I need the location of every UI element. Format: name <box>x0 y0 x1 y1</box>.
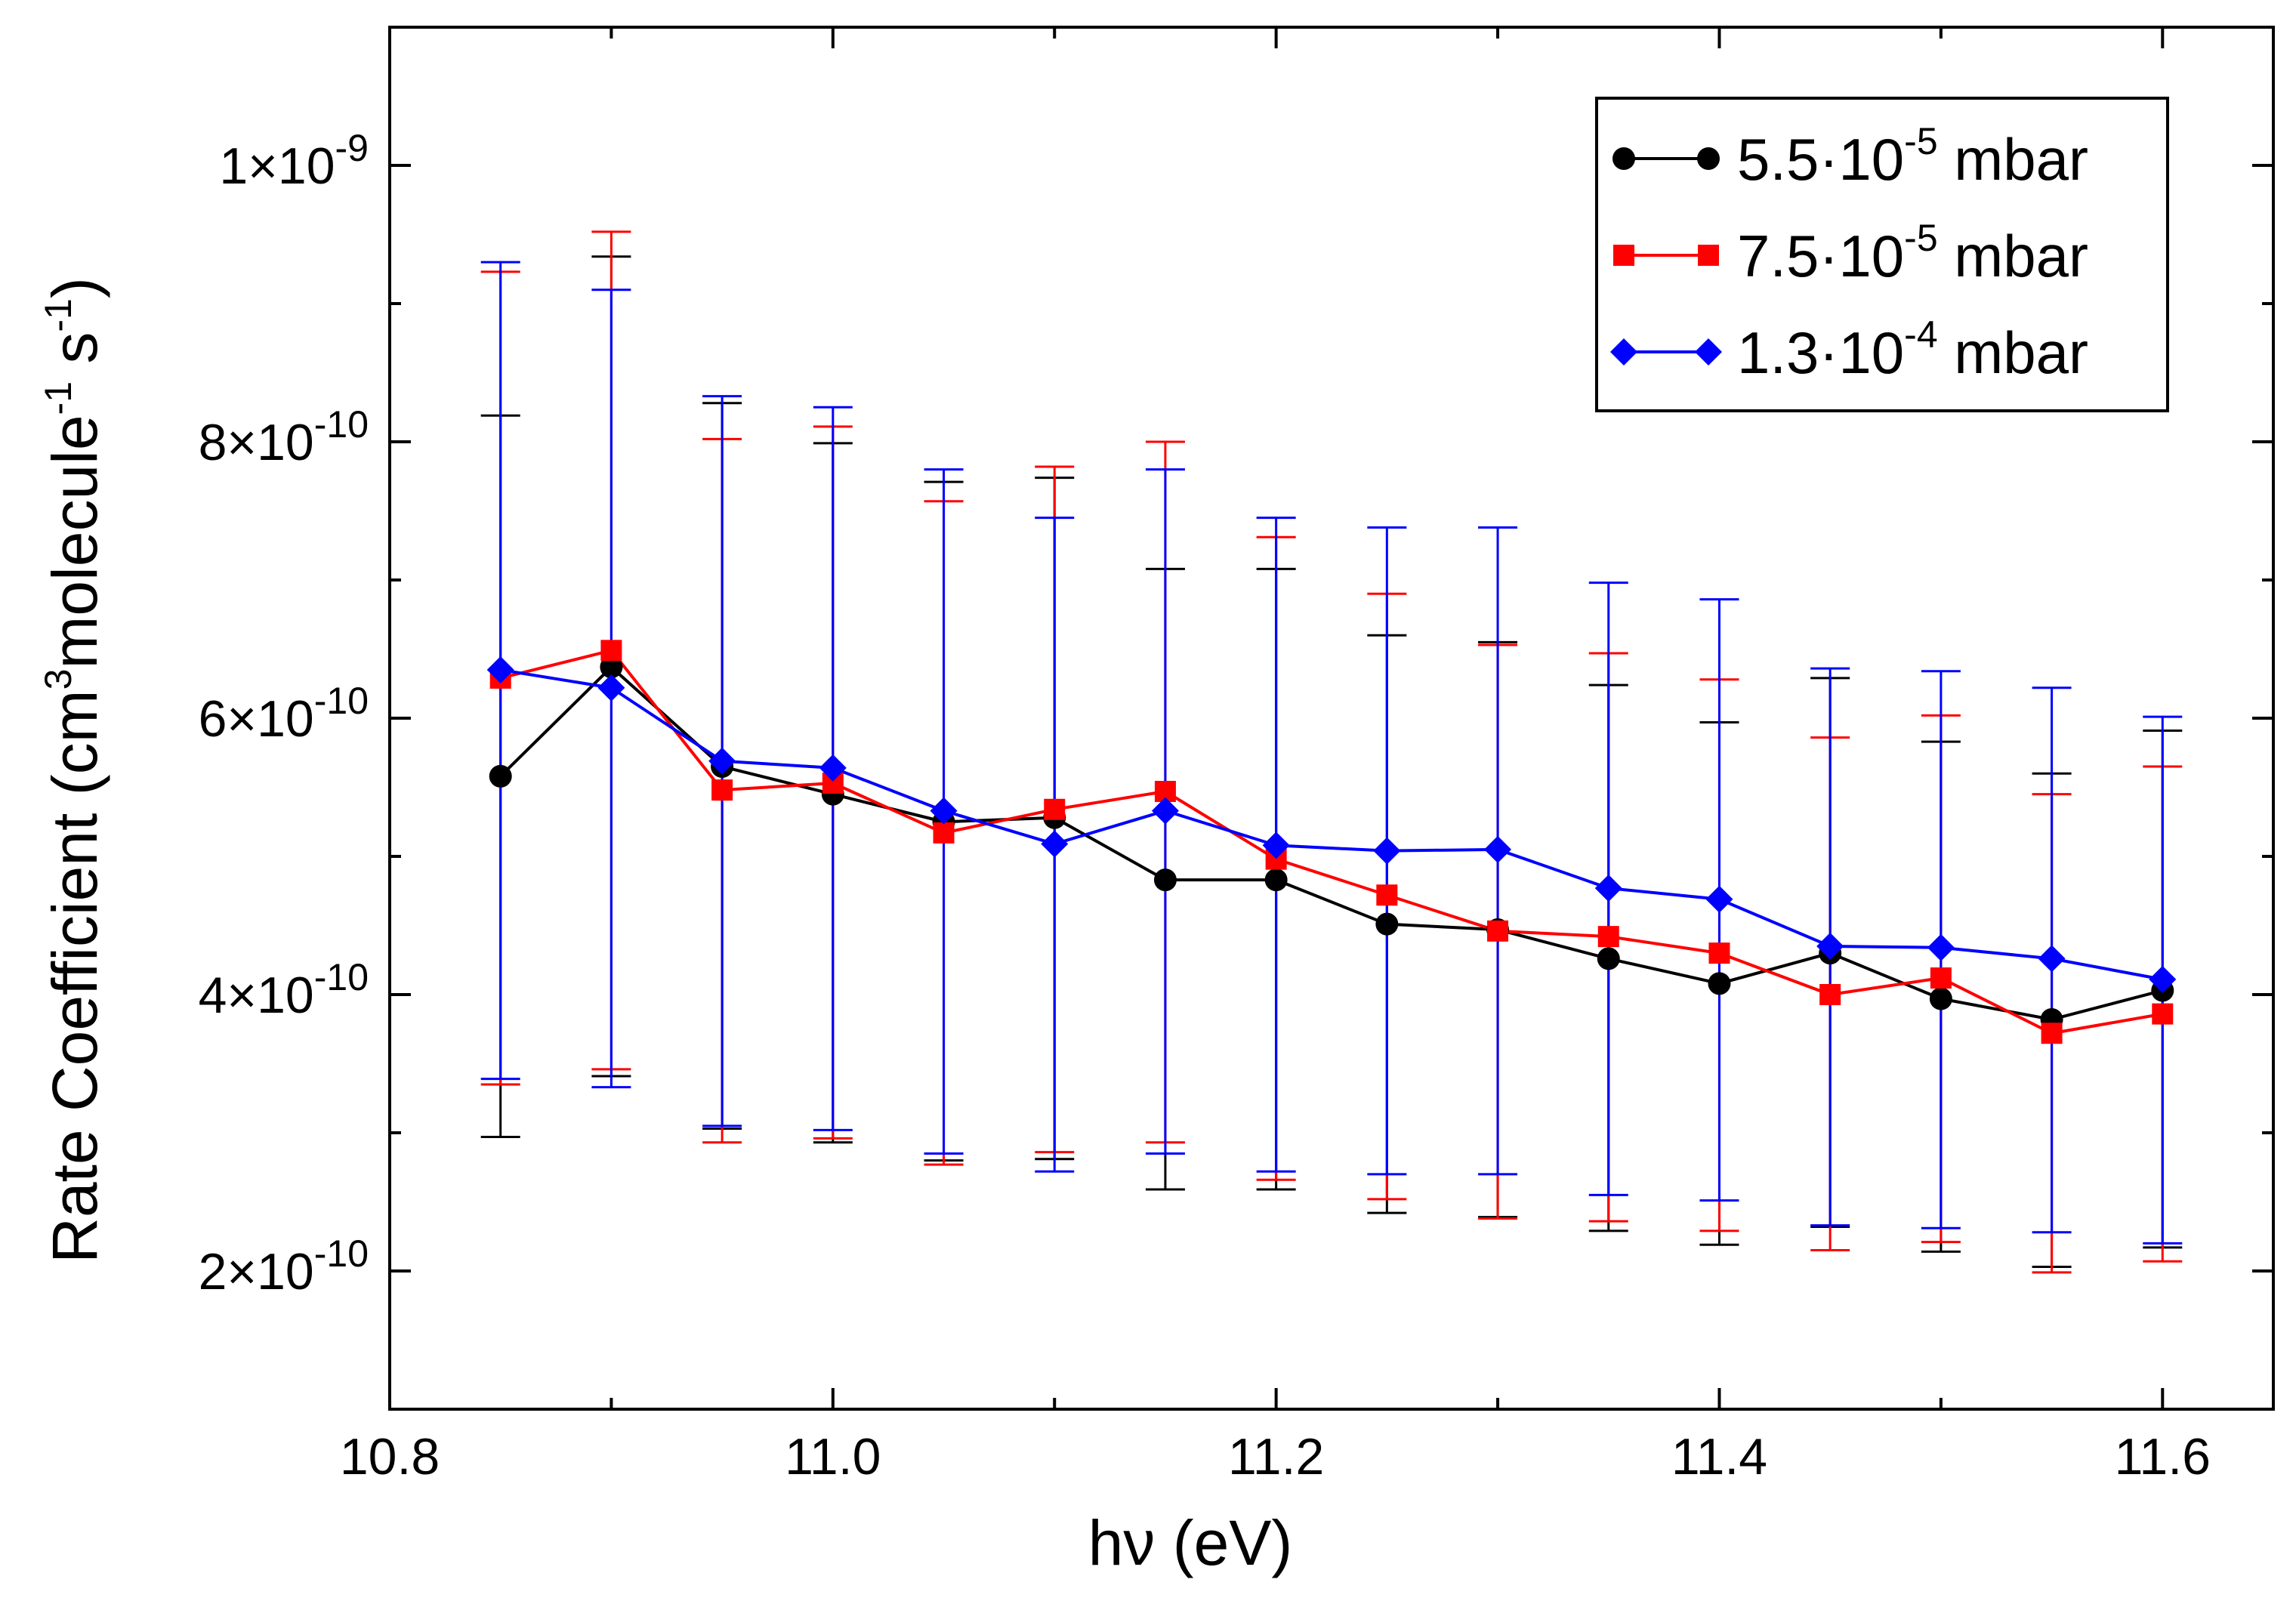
data-point-series-3 <box>597 674 625 702</box>
data-point-series-3 <box>2149 965 2177 993</box>
y-tick-label: 8×10-10 <box>199 403 369 471</box>
y-tick-label: 4×10-10 <box>199 956 369 1024</box>
data-point-series-2 <box>933 822 955 844</box>
data-point-series-3 <box>1927 933 1955 961</box>
y-tick-labels: 2×10-104×10-106×10-108×10-101×10-9 <box>199 127 369 1300</box>
series-line-1 <box>499 665 2163 1021</box>
series-line-2 <box>500 649 2163 1035</box>
y-tick-label-exponent: -10 <box>314 403 369 446</box>
data-point-series-3 <box>930 797 958 825</box>
legend-label-series-2-post: mbar <box>1938 223 2088 289</box>
data-point-series-3 <box>1151 797 1179 825</box>
y-tick-label-mantissa: 6×10 <box>199 690 314 748</box>
data-point-series-1 <box>1375 912 1399 936</box>
data-point-series-3 <box>708 747 736 775</box>
y-tick-label-exponent: -10 <box>314 680 369 722</box>
legend-label-series-3-post: mbar <box>1938 319 2088 386</box>
legend-marker-series-3b <box>1695 338 1722 366</box>
legend-label-series-2-exp: -5 <box>1904 217 1937 259</box>
data-point-series-2 <box>1487 920 1509 942</box>
y-axis-title-mid: molecule <box>39 415 110 668</box>
data-point-series-1 <box>1708 972 1731 995</box>
x-tick-labels: 10.8 11.0 11.2 11.4 11.6 <box>340 1428 2211 1485</box>
legend-label-series-1-exp: -5 <box>1904 120 1937 162</box>
data-point-series-2 <box>711 779 733 801</box>
data-point-series-3 <box>1041 830 1069 858</box>
legend-item-series-2: 7.5·10-5 mbar <box>1613 217 2088 289</box>
y-tick-label: 2×10-10 <box>199 1232 369 1300</box>
legend-label-series-1: 5.5·10-5 mbar <box>1737 120 2088 193</box>
y-axis-title-exp3: -1 <box>37 298 79 332</box>
data-point-series-3 <box>2038 945 2066 973</box>
data-point-series-3 <box>1594 875 1622 902</box>
legend-label-series-1-post: mbar <box>1938 126 2088 193</box>
x-tick-label: 10.8 <box>340 1428 440 1485</box>
y-tick-label: 1×10-9 <box>219 127 369 195</box>
series-line-3 <box>500 668 2163 981</box>
y-tick-label-mantissa: 2×10 <box>199 1243 314 1300</box>
legend-marker-series-2b <box>1698 245 1719 266</box>
y-tick-label-exponent: -10 <box>314 956 369 998</box>
axis-ticks-layer <box>388 27 2273 1409</box>
legend-marker-series-3 <box>1610 338 1637 366</box>
data-point-series-3 <box>819 754 847 782</box>
data-point-series-2 <box>2041 1023 2063 1044</box>
y-tick-label-mantissa: 1×10 <box>219 137 335 195</box>
data-point-series-2 <box>1044 798 1066 820</box>
legend-item-series-3: 1.3·10-4 mbar <box>1610 313 2088 386</box>
y-axis-title-sep: s <box>39 332 110 381</box>
legend-label-series-2-pre: 7.5·10 <box>1737 223 1904 289</box>
y-tick-label: 6×10-10 <box>199 680 369 748</box>
legend-marker-series-2 <box>1613 245 1634 266</box>
y-axis-title: Rate Coefficient (cm3molecule-1 s-1) <box>37 277 110 1263</box>
legend-label-series-1-pre: 5.5·10 <box>1737 126 1904 193</box>
data-point-series-3 <box>486 656 514 683</box>
data-point-series-3 <box>1484 835 1512 863</box>
data-point-series-3 <box>1816 932 1844 960</box>
data-point-series-3 <box>1373 837 1401 865</box>
data-point-series-1 <box>1597 947 1620 970</box>
legend-marker-series-1 <box>1612 147 1635 170</box>
data-point-series-1 <box>600 656 623 679</box>
data-point-series-2 <box>1376 884 1398 906</box>
data-point-series-3 <box>1705 885 1733 913</box>
data-point-series-2 <box>1930 967 1952 989</box>
data-point-series-1 <box>489 764 512 788</box>
data-point-series-2 <box>1708 942 1730 964</box>
legend: 5.5·10-5 mbar 7.5·10-5 mbar 1.3·10-4 mba… <box>1595 97 2169 412</box>
y-axis-title-exp1: 3 <box>37 669 79 690</box>
y-axis-title-exp2: -1 <box>37 381 79 415</box>
data-point-series-2 <box>1597 926 1619 948</box>
legend-label-series-3-exp: -4 <box>1904 313 1937 356</box>
data-point-series-1 <box>1264 868 1288 892</box>
y-tick-label-mantissa: 8×10 <box>199 414 314 471</box>
legend-label-series-2: 7.5·10-5 mbar <box>1737 217 2088 289</box>
series-markers-layer <box>486 640 2177 1044</box>
y-tick-label-exponent: -9 <box>335 127 369 169</box>
y-axis-title-base: Rate Coefficient (cm <box>39 689 110 1263</box>
data-point-series-1 <box>1153 868 1177 892</box>
data-point-series-3 <box>1262 831 1290 859</box>
data-point-series-2 <box>1819 984 1841 1005</box>
x-axis-title: hν (eV) <box>1088 1507 1293 1578</box>
data-point-series-2 <box>600 640 622 662</box>
y-axis-title-end: ) <box>39 277 110 298</box>
legend-item-series-1: 5.5·10-5 mbar <box>1612 120 2088 193</box>
data-point-series-1 <box>1929 987 1952 1010</box>
x-tick-label: 11.2 <box>1228 1428 1324 1485</box>
legend-marker-series-1b <box>1697 147 1720 170</box>
series-lines-layer <box>499 649 2163 1035</box>
data-point-series-2 <box>2152 1003 2174 1025</box>
y-tick-label-mantissa: 4×10 <box>199 967 314 1024</box>
y-tick-label-exponent: -10 <box>314 1232 369 1275</box>
x-tick-label: 11.0 <box>785 1428 881 1485</box>
legend-label-series-3-pre: 1.3·10 <box>1737 319 1904 386</box>
legend-label-series-3: 1.3·10-4 mbar <box>1737 313 2088 386</box>
x-tick-label: 11.6 <box>2115 1428 2211 1485</box>
x-tick-label: 11.4 <box>1671 1428 1767 1485</box>
